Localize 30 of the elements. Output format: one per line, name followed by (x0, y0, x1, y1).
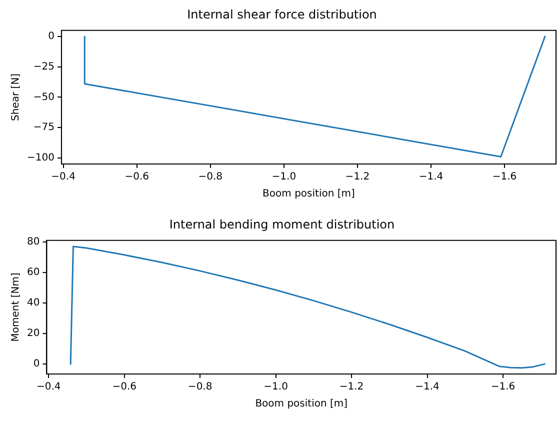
x-tick-label: −0.6 (112, 382, 136, 393)
y-axis-title: Moment [Nm] (10, 272, 22, 342)
y-tick-label: −25 (33, 61, 54, 72)
x-tick-label: −1.2 (339, 382, 364, 393)
y-tick-label: −100 (26, 152, 54, 164)
x-tick-label: −1.6 (490, 382, 516, 393)
x-axis-title: Boom position [m] (255, 398, 348, 410)
y-tick-label: 20 (26, 328, 40, 340)
x-tick-label: −0.6 (124, 172, 149, 183)
y-axis-title: Shear [N] (10, 73, 22, 121)
chart-title: Internal bending moment distribution (169, 217, 395, 232)
y-tick-label: −75 (33, 122, 54, 134)
x-tick-label: −1.2 (345, 172, 370, 183)
x-axis-title: Boom position [m] (262, 188, 355, 200)
x-tick-label: −0.4 (51, 172, 76, 183)
chart-title: Internal shear force distribution (187, 7, 377, 22)
x-tick-label: −0.8 (188, 382, 212, 393)
x-tick-label: −1.6 (492, 172, 517, 183)
y-tick-label: −50 (33, 92, 54, 103)
x-tick-label: −1.0 (264, 382, 288, 393)
y-tick-label: 40 (26, 298, 40, 309)
x-tick-label: −0.4 (36, 382, 61, 393)
y-tick-label: 60 (26, 267, 40, 278)
y-tick-label: 0 (33, 358, 40, 370)
x-tick-label: −1.4 (418, 172, 444, 183)
x-tick-label: −1.4 (415, 382, 440, 393)
y-tick-label: 80 (26, 236, 40, 248)
y-tick-label: 0 (48, 31, 54, 42)
x-tick-label: −1.0 (272, 172, 296, 183)
x-tick-label: −0.8 (198, 172, 223, 183)
